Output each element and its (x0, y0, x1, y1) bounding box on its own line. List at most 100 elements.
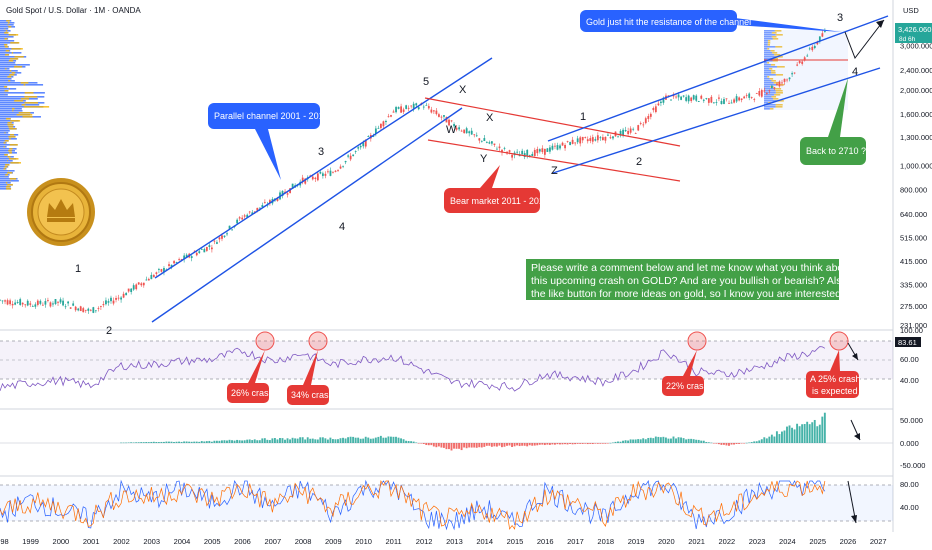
candle-body (793, 72, 796, 74)
volume-bar (0, 50, 11, 52)
macd-bar (682, 438, 685, 443)
price-axis: 3,000.000 2,400.000 2,000.000 1,600.000 1,30… (900, 42, 932, 330)
candle-body (622, 129, 624, 136)
volume-bar (764, 62, 768, 64)
candle-body (818, 36, 821, 42)
macd-bar (405, 440, 408, 443)
macd-bar (508, 443, 511, 446)
candle-body (765, 93, 768, 94)
macd-bar (644, 439, 647, 443)
year-tick-label: 2007 (264, 537, 281, 546)
macd-bar (475, 443, 478, 448)
macd-bar (821, 416, 824, 443)
macd-bar (594, 443, 597, 444)
volume-bar (9, 178, 17, 180)
macd-bar (440, 443, 443, 448)
volume-bar (0, 54, 10, 56)
new-channel-upper (547, 15, 889, 142)
candle-body (142, 282, 145, 286)
candle-body (140, 283, 143, 286)
volume-bar (0, 168, 7, 170)
candle-body (31, 306, 34, 307)
candle-body (29, 303, 32, 305)
volume-bar (0, 148, 17, 150)
volume-bar (0, 146, 7, 148)
svg-text:34% crash: 34% crash (291, 390, 334, 400)
price-tick-label: 231.000 (900, 321, 927, 330)
macd-bar (417, 443, 420, 444)
macd-bar (516, 443, 519, 446)
candle-body (253, 211, 256, 213)
macd-bar (122, 442, 125, 444)
volume-bar (764, 98, 773, 100)
volume-bar (5, 182, 8, 184)
svg-text:the like button for more ideas: the like button for more ideas on gold, … (531, 288, 844, 300)
volume-bar (764, 66, 777, 68)
volume-bar (24, 102, 38, 104)
currency-label: USD (903, 6, 919, 15)
volume-bar (0, 90, 9, 92)
candle-body (107, 301, 110, 303)
candle-body (301, 177, 304, 183)
candle-body (251, 212, 254, 215)
year-tick-label: 2024 (779, 537, 796, 546)
volume-bar (764, 60, 773, 62)
macd-bar (561, 443, 564, 445)
macd-bar (427, 443, 430, 446)
candle-body (122, 293, 125, 298)
price-tick-label: 275.000 (900, 302, 927, 311)
macd-bar (256, 440, 259, 443)
volume-bar (764, 70, 772, 72)
macd-bar (778, 434, 781, 443)
svg-text:8d 6h: 8d 6h (899, 36, 916, 43)
macd-bar (685, 439, 688, 443)
volume-bar (764, 58, 773, 60)
macd-bar (326, 439, 329, 443)
rsi-tick-label: 60.00 (900, 355, 919, 364)
candle-body (660, 101, 662, 104)
candle-body (596, 135, 599, 141)
volume-bar (0, 178, 18, 180)
macd-bar (543, 443, 546, 446)
volume-bar (0, 144, 18, 146)
candle-body (1, 300, 4, 302)
macd-bar (687, 438, 690, 443)
macd-bar (127, 442, 130, 443)
volume-bar (0, 118, 11, 120)
year-tick-label: 2003 (143, 537, 160, 546)
volume-bar (0, 96, 45, 98)
volume-bar (9, 58, 19, 60)
volume-bar (0, 108, 22, 110)
macd-bar (473, 443, 476, 448)
macd-bar (606, 443, 609, 444)
price-tick-label: 1,600.000 (900, 110, 932, 119)
macd-bar (448, 443, 450, 450)
macd-bar (425, 443, 428, 446)
volume-bar (775, 90, 783, 92)
volume-bar (0, 180, 19, 182)
price-tick-label: 515.000 (900, 234, 927, 243)
candle-body (768, 90, 771, 92)
macd-bar (690, 438, 693, 443)
volume-bar (764, 102, 769, 104)
volume-bar (767, 44, 770, 46)
volume-bar (7, 24, 9, 26)
macd-bar (556, 443, 559, 445)
volume-bar (4, 44, 8, 46)
volume-bar (8, 158, 19, 160)
volume-bar (0, 64, 30, 66)
candle-body (402, 109, 405, 112)
candle-body (755, 93, 758, 94)
year-tick-label: 1999 (22, 537, 39, 546)
volume-bar (764, 74, 776, 76)
candle-body (538, 149, 541, 152)
macd-bar (223, 440, 226, 443)
volume-bar (4, 140, 9, 142)
candle-body (453, 124, 455, 127)
volume-bar (771, 72, 776, 74)
volume-bar (764, 34, 776, 36)
candle-body (226, 233, 228, 235)
macd-bar (369, 438, 372, 443)
volume-bar (9, 148, 13, 150)
price-tick-label: 800.000 (900, 186, 927, 195)
